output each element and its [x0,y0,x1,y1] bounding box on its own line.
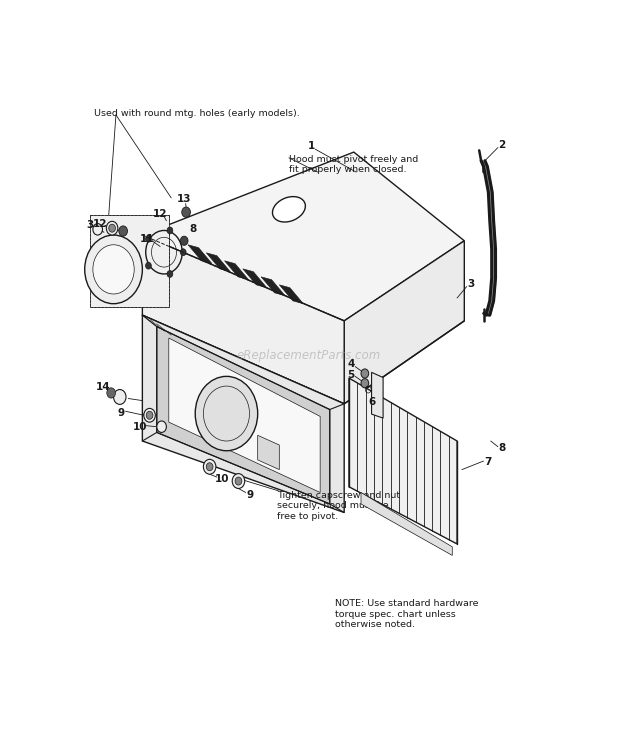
Circle shape [361,379,369,388]
Circle shape [113,389,126,404]
Polygon shape [143,152,464,321]
Text: 10: 10 [133,422,147,432]
Polygon shape [344,241,464,404]
Text: Tighten capscrew and nut
securely; hood must be
free to pivot.: Tighten capscrew and nut securely; hood … [277,491,400,521]
Polygon shape [243,269,267,288]
Polygon shape [206,253,230,272]
Polygon shape [371,372,383,418]
Circle shape [195,377,258,451]
Circle shape [167,227,173,234]
Circle shape [203,459,216,474]
Text: 9: 9 [247,490,254,500]
Polygon shape [143,235,344,404]
Circle shape [146,262,151,269]
Polygon shape [169,338,320,493]
Polygon shape [280,285,303,304]
Text: 3: 3 [467,279,474,289]
Text: 12: 12 [153,209,167,219]
Polygon shape [224,261,249,279]
Polygon shape [89,215,169,307]
Circle shape [85,235,143,304]
Ellipse shape [272,197,306,222]
Circle shape [167,270,173,277]
Circle shape [180,236,188,245]
Polygon shape [157,327,330,504]
Circle shape [107,221,118,235]
Circle shape [146,412,153,419]
Circle shape [206,463,213,471]
Text: 11: 11 [140,234,154,244]
Circle shape [361,369,369,378]
Text: 13: 13 [177,194,192,204]
Text: 3: 3 [86,221,93,230]
Circle shape [144,409,156,422]
Circle shape [157,421,166,432]
Text: 8: 8 [189,224,197,234]
Text: 8: 8 [498,444,505,453]
Circle shape [182,207,190,217]
Polygon shape [349,378,457,544]
Text: 12: 12 [92,218,107,229]
Text: 10: 10 [215,474,229,484]
Polygon shape [258,435,279,470]
Polygon shape [188,244,212,264]
Circle shape [93,244,134,294]
Circle shape [180,249,186,256]
Text: 1: 1 [308,141,315,152]
Polygon shape [143,315,344,513]
Text: 4: 4 [347,360,355,369]
Circle shape [107,388,115,398]
Circle shape [232,473,245,488]
Text: NOTE: Use standard hardware
torque spec. chart unless
otherwise noted.: NOTE: Use standard hardware torque spec.… [335,600,478,629]
Text: Used with round mtg. holes (early models).: Used with round mtg. holes (early models… [94,109,300,118]
Text: 7: 7 [485,457,492,467]
Text: 5: 5 [347,370,355,380]
Text: eReplacementParts.com: eReplacementParts.com [236,348,380,362]
Circle shape [93,224,102,235]
Polygon shape [361,493,453,556]
Text: 14: 14 [95,382,110,392]
Circle shape [119,226,128,236]
Text: 9: 9 [117,408,124,418]
Circle shape [235,477,242,485]
Circle shape [146,236,151,242]
Polygon shape [261,277,285,296]
Circle shape [108,224,115,232]
Text: Hood must pivot freely and
fit properly when closed.: Hood must pivot freely and fit properly … [289,155,418,175]
Text: 6: 6 [368,397,376,407]
Text: 2: 2 [498,140,505,150]
